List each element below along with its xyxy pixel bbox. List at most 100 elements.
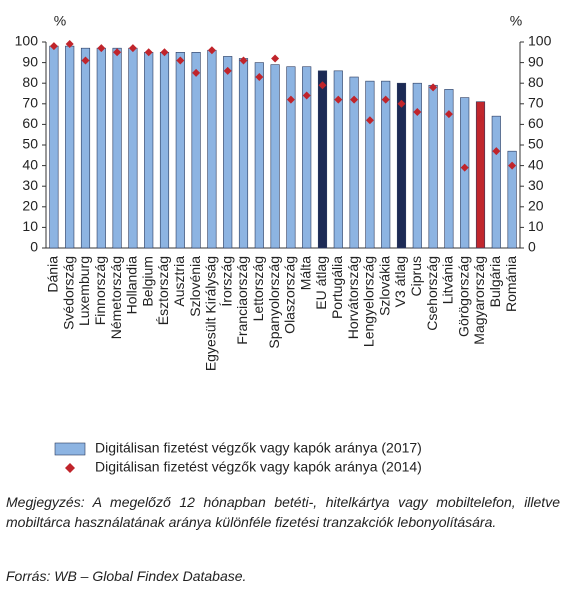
y-tick-label: 70 bbox=[22, 95, 38, 111]
y-tick-label: 30 bbox=[22, 177, 38, 193]
x-tick-label: Spanyolország bbox=[266, 256, 282, 349]
x-tick-label: Magyarország bbox=[471, 256, 487, 345]
marker bbox=[334, 95, 343, 104]
bar bbox=[475, 101, 486, 249]
y2-tick-label: 0 bbox=[528, 239, 536, 255]
bar bbox=[286, 66, 296, 249]
y-tick-label: 100 bbox=[15, 33, 39, 49]
bar bbox=[65, 45, 75, 249]
bar bbox=[144, 51, 154, 249]
bar bbox=[112, 47, 122, 249]
x-tick-label: Bulgária bbox=[487, 256, 503, 308]
x-tick-label: Lengyelország bbox=[361, 256, 377, 347]
x-tick-label: Svédország bbox=[60, 256, 76, 330]
x-tick-label: V3 átlag bbox=[392, 256, 408, 307]
bar bbox=[349, 76, 359, 249]
legend-label: Digitálisan fizetést végzők vagy kapók a… bbox=[95, 459, 422, 475]
y2-tick-label: 70 bbox=[528, 95, 544, 111]
y2-tick-label: 10 bbox=[528, 218, 544, 234]
x-tick-label: Egyesült Királyság bbox=[203, 256, 219, 371]
marker bbox=[128, 44, 137, 53]
marker bbox=[65, 40, 74, 49]
x-tick-label: Szlovákia bbox=[376, 256, 392, 316]
bar bbox=[444, 89, 454, 249]
x-tick-label: Finnország bbox=[92, 256, 108, 325]
marker bbox=[508, 161, 517, 170]
bar bbox=[128, 47, 138, 249]
bar bbox=[317, 70, 328, 249]
x-tick-label: Szlovénia bbox=[187, 256, 203, 317]
x-tick-label: Litvánia bbox=[440, 256, 456, 304]
bar bbox=[238, 58, 249, 249]
x-tick-label: Franciaország bbox=[234, 256, 250, 345]
x-tick-label: Málta bbox=[297, 256, 313, 290]
x-tick-label: Írország bbox=[218, 256, 234, 307]
marker bbox=[381, 95, 390, 104]
marker bbox=[476, 114, 485, 123]
bar bbox=[191, 51, 201, 249]
marker bbox=[144, 48, 153, 57]
marker bbox=[255, 73, 264, 82]
x-tick-label: Ausztria bbox=[171, 256, 187, 307]
bar bbox=[396, 82, 407, 249]
chart: % % 0 10 20 30 40 50 60 70 80 90 100 0 10 20 30 40 50 60 70 8… bbox=[15, 13, 552, 475]
bar bbox=[96, 47, 106, 249]
y2-tick-label: 30 bbox=[528, 177, 544, 193]
note: Megjegyzés: A megelőző 12 hónapban betét… bbox=[6, 494, 560, 530]
x-tick-label: Csehország bbox=[424, 256, 440, 331]
y2-tick-label: 90 bbox=[528, 53, 544, 69]
bar bbox=[175, 51, 185, 249]
bar bbox=[491, 115, 501, 249]
y-tick-label: 10 bbox=[22, 218, 38, 234]
marker bbox=[492, 147, 501, 156]
y-tick-label: 80 bbox=[22, 74, 38, 90]
marker bbox=[397, 99, 406, 108]
bar bbox=[223, 56, 233, 249]
bar bbox=[270, 64, 280, 249]
bar bbox=[49, 45, 59, 249]
y2-tick-label: 50 bbox=[528, 136, 544, 152]
y2-tick-label: 100 bbox=[528, 33, 552, 49]
legend-swatch bbox=[54, 442, 86, 456]
marker bbox=[160, 48, 169, 57]
marker bbox=[223, 66, 232, 75]
x-tick-label: Portugália bbox=[329, 256, 345, 319]
y2-tick-label: 40 bbox=[528, 156, 544, 172]
x-tick-label: Horvátország bbox=[345, 256, 361, 339]
bar bbox=[333, 70, 343, 249]
marker bbox=[113, 48, 122, 57]
marker bbox=[318, 81, 327, 90]
x-tick-label: Románia bbox=[503, 256, 519, 312]
y2-axis-label: % bbox=[510, 13, 522, 29]
marker bbox=[365, 116, 374, 125]
x-tick-label: Lettország bbox=[250, 256, 266, 321]
bar bbox=[80, 47, 91, 249]
marker bbox=[81, 56, 90, 65]
y-axis-label: % bbox=[54, 13, 66, 29]
marker bbox=[207, 46, 216, 55]
marker bbox=[239, 56, 248, 65]
x-tick-label: Luxemburg bbox=[76, 256, 92, 326]
y-tick-label: 0 bbox=[30, 239, 38, 255]
y-tick-label: 90 bbox=[22, 53, 38, 69]
y-tick-label: 50 bbox=[22, 136, 38, 152]
marker bbox=[413, 108, 422, 117]
x-tick-label: Németország bbox=[108, 256, 124, 339]
bar bbox=[302, 66, 312, 249]
y-tick-label: 20 bbox=[22, 198, 38, 214]
x-tick-label: Hollandia bbox=[124, 256, 140, 315]
marker bbox=[350, 95, 359, 104]
x-tick-label: Ciprus bbox=[408, 256, 424, 296]
marker bbox=[49, 42, 58, 51]
y-tick-label: 60 bbox=[22, 115, 38, 131]
y2-tick-label: 60 bbox=[528, 115, 544, 131]
bar bbox=[381, 80, 391, 249]
bar bbox=[507, 150, 517, 249]
x-tick-label: Olaszország bbox=[282, 256, 298, 334]
y-tick-label: 40 bbox=[22, 156, 38, 172]
marker bbox=[429, 83, 438, 92]
legend-swatch bbox=[65, 463, 75, 473]
bar bbox=[254, 62, 264, 249]
bar bbox=[159, 51, 170, 249]
